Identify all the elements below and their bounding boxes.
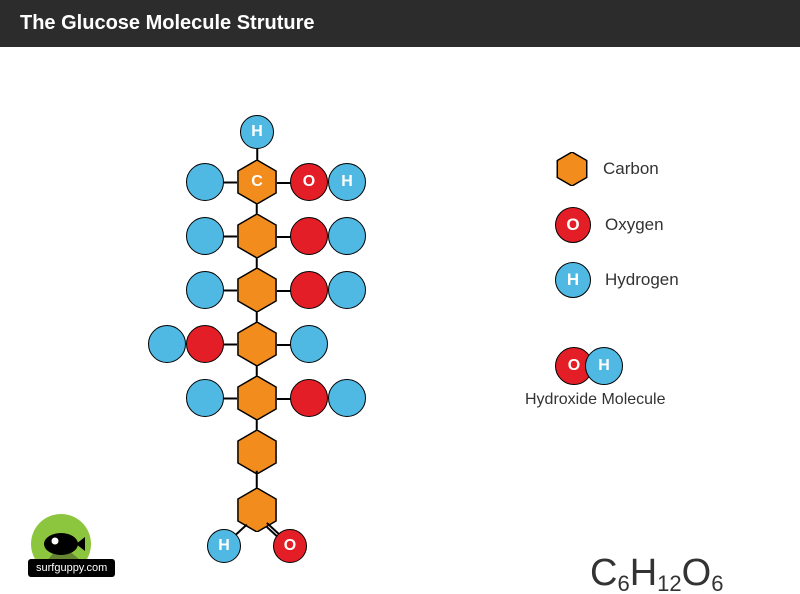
atom-circle: H: [240, 115, 274, 149]
carbon-hexagon: [235, 488, 279, 532]
atom-circle: [186, 271, 224, 309]
legend-item: Carbon: [555, 152, 659, 186]
carbon-hexagon: [235, 214, 279, 258]
legend-hydroxide: OHHydroxide Molecule: [555, 347, 666, 409]
atom-circle: [186, 325, 224, 363]
legend-item: HHydrogen: [555, 262, 679, 298]
atom-circle: [186, 217, 224, 255]
atom-circle: [186, 379, 224, 417]
atom-circle: [290, 379, 328, 417]
brand-logo: surfguppy.com: [28, 511, 98, 577]
carbon-hexagon: [235, 376, 279, 420]
carbon-hexagon: [235, 430, 279, 474]
atom-circle: H: [328, 163, 366, 201]
carbon-hexagon: C: [235, 160, 279, 204]
atom-circle: [290, 271, 328, 309]
atom-circle: [186, 163, 224, 201]
carbon-hexagon: [235, 322, 279, 366]
atom-circle: [148, 325, 186, 363]
atom-circle: H: [207, 529, 241, 563]
atom-circle: [328, 379, 366, 417]
atom-circle: [328, 271, 366, 309]
atom-circle: [290, 217, 328, 255]
atom-circle: [290, 325, 328, 363]
carbon-hexagon: [235, 268, 279, 312]
atom-circle: O: [290, 163, 328, 201]
diagram-canvas: HOHCHOCarbonOOxygenHHydrogenOHHydroxide …: [0, 47, 800, 594]
page-title: The Glucose Molecule Struture: [0, 0, 800, 47]
brand-label: surfguppy.com: [28, 559, 115, 577]
legend-item: OOxygen: [555, 207, 664, 243]
atom-circle: O: [273, 529, 307, 563]
chemical-formula: C6H12O6: [590, 552, 723, 594]
atom-circle: [328, 217, 366, 255]
